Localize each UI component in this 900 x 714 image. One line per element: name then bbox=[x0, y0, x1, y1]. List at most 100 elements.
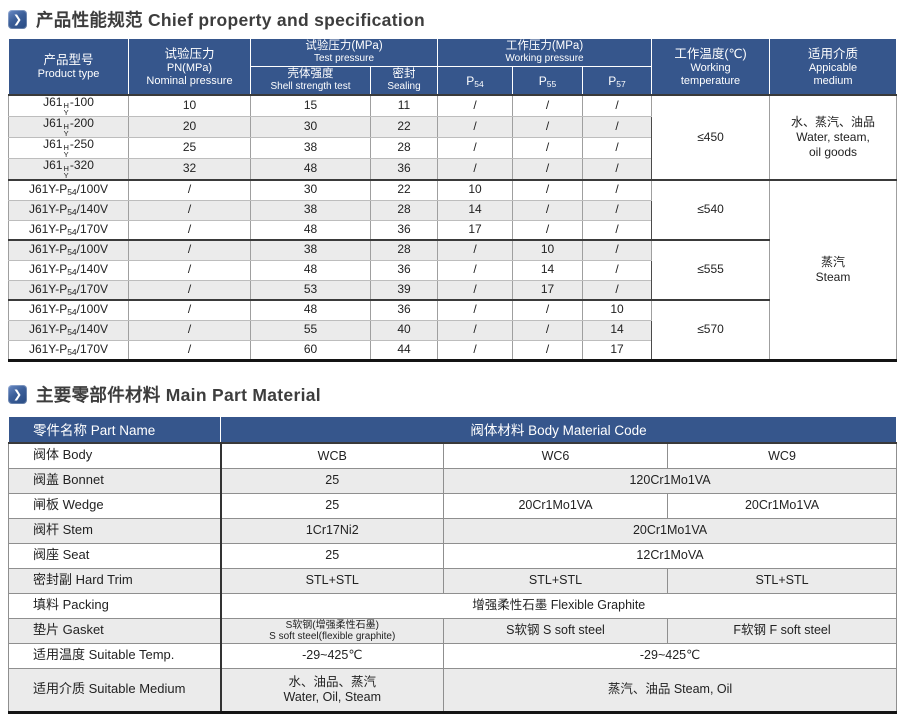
value-cell: 28 bbox=[370, 239, 438, 261]
col-group-working-pressure: 工作压力(MPa) Working pressure bbox=[436, 38, 653, 67]
col-p55: P55 bbox=[512, 66, 583, 96]
spec-table: 产品型号 Product type 试验压力 PN(MPa) Nominal p… bbox=[8, 38, 898, 362]
material-cell: 120Cr1Mo1VA bbox=[442, 467, 898, 494]
product-type-cell: J61 H Y -200 bbox=[8, 116, 129, 138]
col-body-material-code: 阀体材料 Body Material Code bbox=[219, 415, 898, 444]
section-title-spec: ❯ 产品性能规范 Chief property and specificatio… bbox=[8, 6, 900, 32]
value-cell: / bbox=[512, 158, 583, 181]
value-cell: / bbox=[581, 116, 653, 138]
value-cell: 17 bbox=[512, 279, 583, 301]
value-cell: / bbox=[437, 339, 513, 361]
spec-row: J61Y-P54/170V/53 39/17/ bbox=[8, 279, 897, 301]
medium-cell: 蒸汽 Steam bbox=[769, 179, 898, 361]
material-table-body: 阀体 Body WCB WC6 WC9 阀盖 Bonnet 25 120Cr1Mo1VA 闸板… bbox=[8, 442, 898, 713]
spec-row: J61 H Y -250 25 38 28// / bbox=[8, 137, 897, 159]
working-temp-cell: ≤450 bbox=[651, 94, 771, 181]
value-cell: 36 bbox=[370, 219, 438, 241]
value-cell: / bbox=[512, 199, 583, 221]
medium-cell: 水、蒸汽、油品 Water, steam, oil goods bbox=[769, 94, 898, 181]
spec-row: J61Y-P54/170V/60 44//17 bbox=[8, 339, 897, 361]
col-nominal-pressure: 试验压力 PN(MPa) Nominal pressure bbox=[128, 38, 251, 96]
material-row: 垫片 Gasket S软钢(增强柔性石墨) S soft steel(flexibl… bbox=[8, 617, 898, 644]
value-cell: 11 bbox=[370, 94, 438, 117]
product-type-cell: J61Y-P54/140V bbox=[8, 259, 129, 281]
material-cell: 12Cr1MoVA bbox=[442, 542, 898, 569]
value-cell: 14 bbox=[437, 199, 513, 221]
material-cell: 蒸汽、油品 Steam, Oil bbox=[442, 667, 898, 713]
value-cell: 14 bbox=[581, 319, 653, 341]
value-cell: 48 bbox=[250, 299, 371, 321]
section-bullet-icon: ❯ bbox=[8, 9, 27, 29]
value-cell: / bbox=[128, 279, 251, 301]
material-cell: 25 bbox=[220, 492, 444, 519]
material-row: 阀杆 Stem 1Cr17Ni2 20Cr1Mo1VA bbox=[8, 517, 898, 544]
value-cell: / bbox=[512, 219, 583, 241]
product-type-cell: J61Y-P54/140V bbox=[8, 199, 129, 221]
material-cell: WCB bbox=[220, 442, 444, 469]
part-name-cell: 闸板 Wedge bbox=[8, 492, 222, 519]
value-cell: / bbox=[128, 199, 251, 221]
value-cell: 10 bbox=[581, 299, 653, 321]
material-cell: STL+STL bbox=[443, 567, 668, 594]
material-cell: 20Cr1Mo1VA bbox=[443, 492, 668, 519]
col-applicable-medium: 适用介质 Appicable medium bbox=[769, 38, 898, 96]
value-cell: / bbox=[437, 319, 513, 341]
value-cell: 30 bbox=[250, 116, 371, 138]
value-cell: / bbox=[512, 179, 583, 201]
material-cell: 1Cr17Ni2 bbox=[220, 517, 444, 544]
value-cell: / bbox=[581, 158, 653, 181]
product-type-cell: J61 H Y -250 bbox=[8, 137, 129, 159]
value-cell: / bbox=[437, 299, 513, 321]
value-cell: 17 bbox=[581, 339, 653, 361]
part-name-cell: 适用介质 Suitable Medium bbox=[8, 667, 222, 713]
value-cell: / bbox=[437, 137, 513, 159]
value-cell: / bbox=[128, 179, 251, 201]
value-cell: 48 bbox=[250, 259, 371, 281]
material-row: 闸板 Wedge 25 20Cr1Mo1VA 20Cr1Mo1VA bbox=[8, 492, 898, 519]
section-bullet-icon: ❯ bbox=[8, 385, 27, 404]
value-cell: / bbox=[512, 116, 583, 138]
material-cell: -29~425℃ bbox=[442, 642, 898, 669]
product-type-cell: J61Y-P54/170V bbox=[8, 219, 129, 241]
value-cell: 25 bbox=[128, 137, 251, 159]
part-name-cell: 适用温度 Suitable Temp. bbox=[8, 642, 222, 669]
col-working-temperature: 工作温度(℃) Working temperature bbox=[651, 38, 771, 96]
section-title-material: ❯ 主要零部件材料 Main Part Material bbox=[8, 382, 900, 408]
value-cell: 38 bbox=[250, 239, 371, 261]
value-cell: / bbox=[437, 239, 513, 261]
value-cell: 53 bbox=[250, 279, 371, 301]
value-cell: 48 bbox=[250, 158, 371, 181]
value-cell: / bbox=[128, 259, 251, 281]
value-cell: 10 bbox=[512, 239, 583, 261]
value-cell: 10 bbox=[437, 179, 513, 201]
value-cell: / bbox=[512, 94, 583, 117]
spec-table-body: J61 H Y -100 10 15 11// / ≤450 水、蒸汽、油品 Water, stea… bbox=[8, 94, 898, 361]
part-name-cell: 阀盖 Bonnet bbox=[8, 467, 222, 494]
value-cell: 17 bbox=[437, 219, 513, 241]
value-cell: / bbox=[581, 259, 653, 281]
material-cell: WC9 bbox=[666, 442, 898, 469]
value-cell: 36 bbox=[370, 259, 438, 281]
value-cell: / bbox=[512, 137, 583, 159]
part-name-cell: 阀杆 Stem bbox=[8, 517, 222, 544]
value-cell: / bbox=[581, 137, 653, 159]
value-cell: / bbox=[581, 279, 653, 301]
value-cell: / bbox=[581, 219, 653, 241]
product-type-cell: J61Y-P54/170V bbox=[8, 339, 129, 361]
spec-row: J61Y-P54/170V/48 36 17// bbox=[8, 219, 897, 241]
value-cell: 38 bbox=[250, 137, 371, 159]
material-cell: WC6 bbox=[443, 442, 668, 469]
material-cell: 25 bbox=[220, 542, 444, 569]
spec-row: J61 H Y -100 10 15 11// / ≤450 水、蒸汽、油品 Water, stea… bbox=[8, 94, 898, 181]
material-cell: 水、油品、蒸汽 Water, Oil, Steam bbox=[220, 667, 444, 713]
col-group-test-pressure: 试验压力(MPa) Test pressure bbox=[250, 38, 438, 67]
page-title-material: 主要零部件材料 Main Part Material bbox=[36, 385, 321, 405]
value-cell: / bbox=[437, 116, 513, 138]
material-cell: S软钢 S soft steel bbox=[443, 617, 668, 644]
value-cell: / bbox=[512, 339, 583, 361]
value-cell: 22 bbox=[370, 179, 438, 201]
material-cell: 25 bbox=[220, 467, 444, 494]
value-cell: / bbox=[581, 179, 653, 201]
material-row: 填料 Packing 增强柔性石墨 Flexible Graphite bbox=[8, 592, 898, 619]
material-cell: -29~425℃ bbox=[220, 642, 444, 669]
